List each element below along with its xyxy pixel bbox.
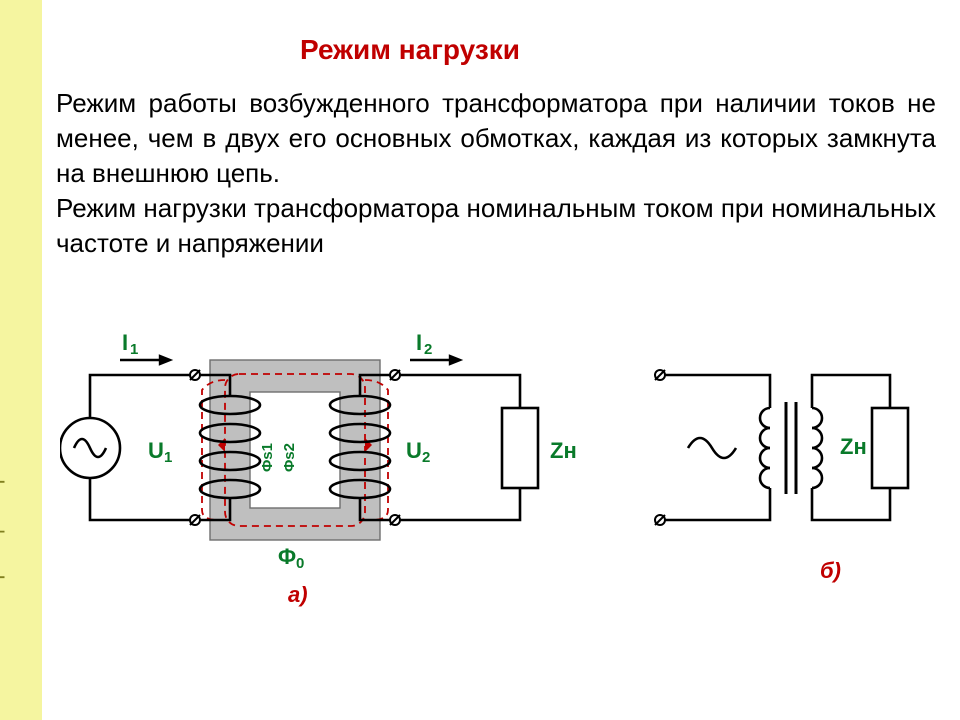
caption-a: а) [288, 582, 308, 607]
page-title: Режим нагрузки [300, 34, 520, 66]
figure-container: I1 I2 U1 U2 Zн Φs1 Φs2 Φ0 а) [60, 320, 940, 630]
terminals-b [655, 370, 665, 525]
load-b [872, 408, 908, 488]
label-I1: I [122, 330, 128, 355]
caption-b: б) [820, 558, 841, 583]
primary-wires-b [665, 375, 770, 520]
label-F0: Φ [278, 544, 296, 569]
primary-coil-b [760, 408, 770, 488]
sidebar-label: Основные принципы работы [0, 409, 6, 702]
paragraph-1: Режим работы возбужденного трансформатор… [56, 88, 936, 188]
ac-tilde [688, 438, 736, 458]
label-U2: U [406, 438, 422, 463]
label-Fs2: Φs2 [281, 443, 298, 472]
label-I1-sub: 1 [130, 341, 138, 358]
label-U1: U [148, 438, 164, 463]
figure-a: I1 I2 U1 U2 Zн Φs1 Φs2 Φ0 а) [60, 330, 577, 607]
label-Fs1: Φs1 [259, 443, 276, 472]
label-Zn-b: Zн [840, 434, 867, 459]
load-a [502, 408, 538, 488]
sidebar: Основные принципы работы [0, 0, 42, 720]
label-I2: I [416, 330, 422, 355]
secondary-coil-b [812, 408, 822, 488]
circuit-diagram: I1 I2 U1 U2 Zн Φs1 Φs2 Φ0 а) [60, 320, 940, 630]
secondary-wires [360, 375, 520, 520]
label-F0-sub: 0 [296, 555, 304, 572]
paragraph-2: Режим нагрузки трансформатора номинальны… [56, 193, 936, 258]
label-U1-sub: 1 [164, 449, 172, 466]
ac-source [60, 418, 120, 478]
label-U2-sub: 2 [422, 449, 430, 466]
label-Zn-a: Zн [550, 438, 577, 463]
figure-b: Zн б) [655, 370, 908, 583]
body-text: Режим работы возбужденного трансформатор… [56, 86, 936, 261]
label-I2-sub: 2 [424, 341, 432, 358]
